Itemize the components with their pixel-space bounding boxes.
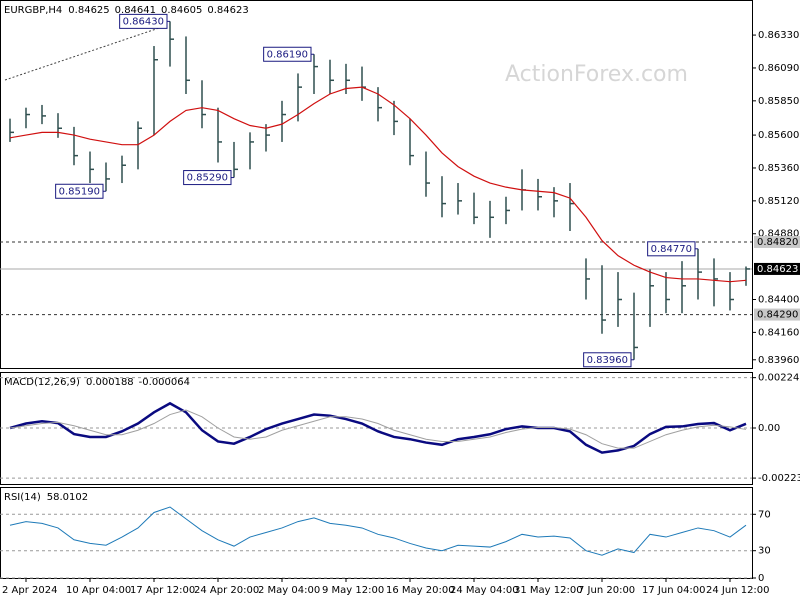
y-tick-label: 30 xyxy=(758,546,771,557)
y-tick-label: 0 xyxy=(758,573,764,584)
annotation-label: 0.83960 xyxy=(587,355,628,366)
panel-frame xyxy=(0,372,753,485)
indicator-value: 0.84641 xyxy=(115,5,156,16)
level-label: 0.84623 xyxy=(757,264,798,275)
level-label-bg xyxy=(754,262,800,275)
price-annotation: 0.86430 xyxy=(119,13,170,29)
y-tick-label: -0.002236 xyxy=(758,473,800,484)
panel-title: RSI(14) xyxy=(4,492,41,503)
y-tick-label: 0.85120 xyxy=(758,196,799,207)
price-annotation: 0.85290 xyxy=(183,170,234,186)
indicator-line xyxy=(9,506,747,556)
y-tick-label: 0.85360 xyxy=(758,163,799,174)
level-label: 0.84820 xyxy=(757,237,798,248)
indicator-value: 0.000188 xyxy=(86,377,134,388)
panel-title: MACD(12,26,9) xyxy=(4,377,80,388)
x-tick-label: 2 Apr 2024 xyxy=(2,585,57,596)
y-tick-label: 70 xyxy=(758,509,771,520)
indicator-value: 58.0102 xyxy=(47,492,88,503)
y-tick-label: 0.86330 xyxy=(758,30,799,41)
y-tick-label: 0.84160 xyxy=(758,327,799,338)
level-label: 0.84290 xyxy=(757,310,798,321)
x-tick-label: 24 Jun 12:00 xyxy=(706,585,770,596)
indicator-line xyxy=(9,409,747,449)
indicator-line xyxy=(9,401,747,454)
panel-frame xyxy=(0,487,753,579)
level-label-bg xyxy=(754,235,800,248)
y-tick-label: 0.85600 xyxy=(758,130,799,141)
indicator-value: 0.84623 xyxy=(207,5,248,16)
x-tick-label: 17 Jun 04:00 xyxy=(642,585,706,596)
x-tick-label: 9 May 12:00 xyxy=(322,585,384,596)
indicator-value: 0.84625 xyxy=(68,5,109,16)
y-tick-label: 0.84880 xyxy=(758,229,799,240)
trend-line xyxy=(4,25,166,81)
level-label-bg xyxy=(754,308,800,321)
x-tick-label: 31 May 12:00 xyxy=(514,585,583,596)
watermark: ActionForex.com xyxy=(505,62,688,87)
price-annotation: 0.83960 xyxy=(583,352,634,368)
y-tick-label: 0.002248 xyxy=(758,373,800,384)
panel-frame xyxy=(0,0,753,369)
x-tick-label: 24 May 04:00 xyxy=(450,585,519,596)
annotation-label: 0.85290 xyxy=(187,173,228,184)
annotation-label: 0.84770 xyxy=(651,244,692,255)
y-tick-label: 0.85850 xyxy=(758,96,799,107)
indicator-value: -0.000064 xyxy=(139,377,190,388)
annotation-label: 0.86190 xyxy=(267,49,308,60)
x-tick-label: 16 May 20:00 xyxy=(386,585,455,596)
price-annotation: 0.85190 xyxy=(55,183,106,199)
y-tick-label: 0.84400 xyxy=(758,294,799,305)
x-tick-label: 10 Apr 04:00 xyxy=(66,585,131,596)
y-tick-label: 0.86090 xyxy=(758,63,799,74)
annotation-label: 0.86430 xyxy=(123,16,164,27)
x-tick-label: 7 Jun 20:00 xyxy=(578,585,635,596)
price-annotation: 0.84770 xyxy=(647,241,698,257)
x-tick-label: 24 Apr 20:00 xyxy=(194,585,259,596)
panel-title: EURGBP,H4 xyxy=(4,5,62,16)
annotation-label: 0.85190 xyxy=(59,186,100,197)
moving-average xyxy=(9,86,747,283)
price-annotation: 0.86190 xyxy=(263,46,314,62)
x-tick-label: 17 Apr 12:00 xyxy=(130,585,195,596)
y-tick-label: 0.83960 xyxy=(758,355,799,366)
y-tick-label: 0.00 xyxy=(758,423,780,434)
indicator-value: 0.84605 xyxy=(161,5,202,16)
x-tick-label: 2 May 04:00 xyxy=(258,585,320,596)
